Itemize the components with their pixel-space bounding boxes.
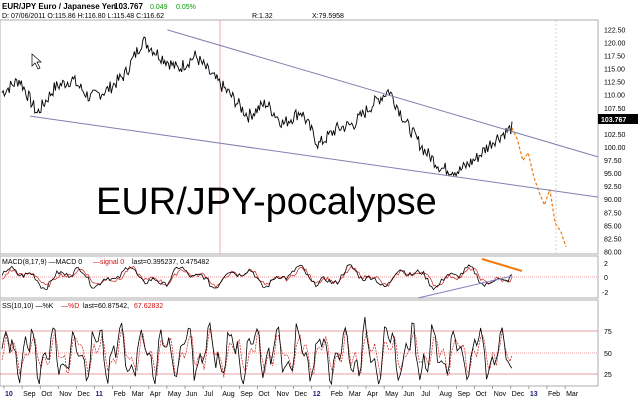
stoch-tick-75: 75	[604, 329, 612, 336]
price-tick-label: 100.00	[604, 145, 626, 152]
r-readout: R:1.32	[252, 13, 273, 20]
stoch-panel	[0, 299, 599, 387]
price-change: 0.049	[150, 4, 168, 11]
macd-last-label: last=0.395237, 0.475482	[132, 259, 209, 266]
price-tick-label: 122.50	[604, 27, 626, 34]
time-axis: 10 Sep Oct Nov Dec 11 Feb Mar Apr May Jun Jul Aug Sep…	[3, 386, 579, 398]
price-tick-label: 115.00	[604, 67, 625, 74]
last-price-tag	[598, 114, 638, 124]
time-tick-label: Jul	[421, 391, 430, 398]
price-tick-label: 97.50	[604, 158, 622, 165]
time-tick-label: Mar	[132, 391, 145, 398]
price-tick-label: 120.00	[604, 40, 626, 47]
stoch-label: SS(10,10) —%K	[2, 303, 54, 310]
projection-line	[511, 127, 567, 247]
price-tick-label: 107.50	[604, 106, 626, 113]
time-tick-label: Sep	[458, 391, 471, 398]
time-tick-label: Oct	[41, 391, 52, 398]
time-tick-label: Dec	[512, 391, 525, 398]
price-tick-label: 95.00	[604, 171, 622, 178]
macd-signal-line	[1, 265, 513, 289]
price-change-pct: 0.05%	[176, 4, 196, 11]
x-readout: X:79.5958	[312, 13, 344, 20]
time-tick-label: Nov	[59, 391, 72, 398]
time-tick-label: Sep	[240, 391, 253, 398]
price-tick-label: 92.50	[604, 184, 622, 191]
price-tick-label: 112.50	[604, 80, 625, 87]
price-tick-label: 87.50	[604, 210, 622, 217]
lower-trendline	[29, 115, 599, 198]
price-panel	[0, 19, 599, 255]
price-tick-label: 85.00	[604, 223, 622, 230]
time-tick-label: Mar	[349, 391, 362, 398]
price-tick-label: 90.00	[604, 197, 622, 204]
stoch-k-line	[1, 317, 513, 386]
macd-label: MACD(8,17,9) —MACD 0	[2, 259, 82, 266]
time-tick-label: Apr	[150, 391, 162, 398]
macd-tick-neg2: -2	[602, 290, 608, 297]
time-tick-label: Oct	[258, 391, 269, 398]
time-tick-label: 10	[5, 391, 13, 398]
last-price: 103.767	[114, 2, 143, 11]
mouse-cursor-icon	[31, 53, 42, 70]
price-tick-label: 117.50	[604, 53, 625, 60]
time-tick-label: Jun	[403, 391, 414, 398]
time-tick-label: Nov	[277, 391, 290, 398]
time-tick-label: 11	[96, 391, 104, 398]
time-tick-label: 12	[313, 391, 321, 398]
macd-line	[1, 264, 513, 291]
stoch-d-line	[1, 328, 513, 379]
stoch-last-label: last=60.87542,	[83, 303, 129, 310]
macd-divergence-line	[481, 258, 523, 272]
macd-signal-label: —signal 0	[93, 259, 124, 266]
time-tick-label: Feb	[548, 391, 560, 398]
price-tick-label: 80.00	[604, 250, 622, 257]
time-tick-label: Dec	[295, 391, 308, 398]
price-tick-label: 102.50	[604, 132, 626, 139]
time-tick-label: Jul	[204, 391, 213, 398]
macd-panel	[0, 255, 599, 299]
price-tick-label: 82.50	[604, 236, 622, 243]
macd-tick-2: 2	[604, 261, 608, 268]
time-tick-label: Apr	[367, 391, 379, 398]
ohlc-readout: D: 07/06/2011 O:115.86 H:116.80 L:115.48…	[2, 13, 164, 20]
time-tick-label: Feb	[114, 391, 126, 398]
time-tick-label: Dec	[77, 391, 90, 398]
time-tick-label: Feb	[331, 391, 343, 398]
time-tick-label: Nov	[494, 391, 507, 398]
time-tick-label: Jun	[186, 391, 197, 398]
time-tick-label: May	[385, 391, 399, 398]
last-price-tag-label: 103.767	[601, 117, 626, 124]
stoch-tick-25: 25	[604, 372, 612, 379]
headline-annotation: EUR/JPY-pocalypse	[96, 181, 437, 223]
price-tick-label: 110.00	[604, 93, 625, 100]
upper-trendline	[167, 29, 599, 158]
time-tick-label: Oct	[476, 391, 487, 398]
time-tick-label: 13	[530, 391, 538, 398]
macd-tick-0: 0	[604, 275, 608, 282]
time-tick-label: May	[168, 391, 182, 398]
macd-support-line	[417, 275, 513, 299]
time-tick-label: Sep	[23, 391, 36, 398]
time-tick-label: Aug	[222, 391, 235, 398]
symbol-title: EUR/JPY Euro / Japanese Yen	[2, 2, 116, 11]
price-line	[1, 36, 513, 178]
time-tick-label: Aug	[439, 391, 452, 398]
stoch-d-last-label: 67.62832	[134, 303, 163, 310]
stoch-d-label: —%D	[61, 303, 79, 310]
stoch-tick-50: 50	[604, 351, 612, 358]
time-tick-label: Mar	[566, 391, 579, 398]
